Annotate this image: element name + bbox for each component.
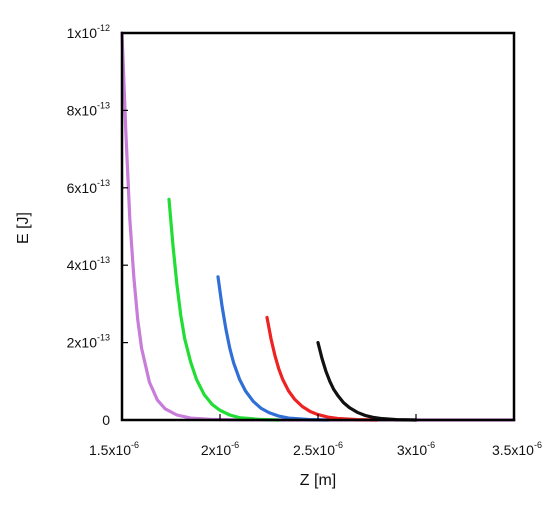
y-tick-label: 2x10-13 [67, 333, 110, 351]
y-tick-label: 4x10-13 [67, 255, 110, 273]
y-tick-label-base: 1x10 [67, 25, 98, 41]
x-tick-label-exponent: -6 [231, 440, 239, 450]
y-tick-label-base: 2x10 [67, 335, 98, 351]
series-line-1 [120, 31, 516, 422]
x-tick-label-base: 3x10 [397, 442, 428, 458]
y-tick-label-base: 0 [102, 412, 110, 428]
y-axis-label: E [J] [15, 212, 32, 244]
x-tick-label-base: 1.5x10 [89, 442, 131, 458]
x-tick-label-exponent: -6 [534, 440, 542, 450]
x-tick-label-exponent: -6 [427, 440, 435, 450]
y-tick-label-base: 4x10 [67, 257, 98, 273]
y-tick-label-exponent: -13 [97, 333, 110, 343]
y-tick-label-exponent: -13 [97, 100, 110, 110]
plot-frame [120, 31, 516, 422]
series-layer [120, 31, 516, 422]
x-tick-label-exponent: -6 [131, 440, 139, 450]
x-axis-label: Z [m] [300, 472, 336, 489]
x-tick-label-base: 3.5x10 [492, 442, 534, 458]
y-tick-label: 0 [102, 412, 110, 428]
y-tick-label-exponent: -12 [97, 23, 110, 33]
series-line-5 [316, 341, 418, 422]
y-tick-label: 1x10-12 [67, 23, 110, 41]
series-line-2 [167, 197, 281, 422]
y-tick-label-exponent: -13 [97, 255, 110, 265]
x-tick-label: 2.5x10-6 [293, 440, 343, 458]
y-tick-label: 8x10-13 [67, 100, 110, 118]
x-tick-label: 3.5x10-6 [492, 440, 542, 458]
series-line-4 [265, 315, 379, 422]
y-tick-label-exponent: -13 [97, 178, 110, 188]
y-tick-label-base: 6x10 [67, 180, 98, 196]
series-line-3 [216, 275, 330, 422]
x-tick-label-base: 2x10 [201, 442, 232, 458]
tick-layer: 1.5x10-6 2x10-6 2.5x10-6 3x10-6 3.5x10-602x1… [67, 23, 542, 458]
x-tick-label: 1.5x10-6 [89, 440, 139, 458]
x-tick-label-exponent: -6 [335, 440, 343, 450]
x-tick-label: 2x10-6 [201, 440, 239, 458]
y-tick-label: 6x10-13 [67, 178, 110, 196]
y-tick-label-base: 8x10 [67, 102, 98, 118]
x-tick-label: 3x10-6 [397, 440, 435, 458]
x-tick-label-base: 2.5x10 [293, 442, 335, 458]
